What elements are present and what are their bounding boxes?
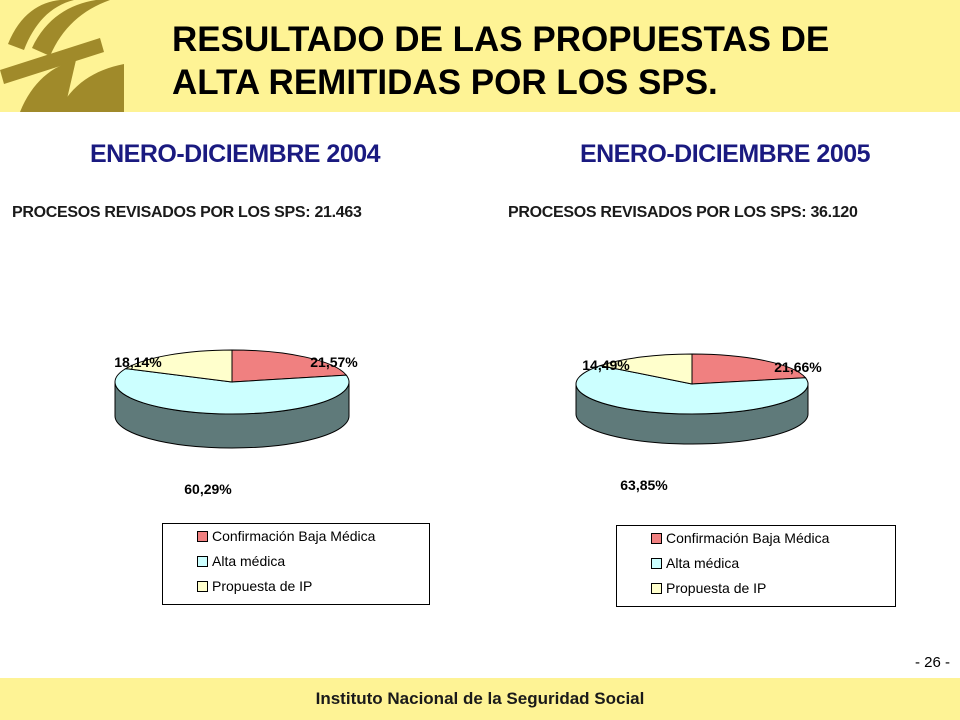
pie-chart-2004: 21,57% 60,29% 18,14% [114,349,358,497]
legend-label: Confirmación Baja Médica [212,528,376,544]
pie-slice-confirmacion [231,349,348,383]
pie-data-label-propuesta: 14,49% [582,357,630,373]
legend-label: Alta médica [212,553,286,569]
page-title-line-2: ALTA REMITIDAS POR LOS SPS. [172,63,718,102]
legend-2004: Confirmación Baja Médica Alta médica Pro… [162,523,430,605]
institution-name: Instituto Nacional de la Seguridad Socia… [315,689,645,708]
legend-item-confirmacion: Confirmación Baja Médica [651,528,829,548]
pie-data-label-alta: 63,85% [620,477,668,493]
legend-item-confirmacion: Confirmación Baja Médica [197,526,375,546]
legend-swatch-propuesta [651,582,662,594]
chart-title-2004: ENERO-DICIEMBRE 2004 [89,140,381,168]
page-number: - 26 - [914,654,950,671]
legend-label: Confirmación Baja Médica [666,530,830,546]
pie-data-label-confirmacion: 21,57% [310,354,358,370]
pie-data-label-confirmacion: 21,66% [774,359,822,375]
legend-swatch-propuesta [197,580,208,592]
legend-swatch-confirmacion [197,530,208,542]
footer-band: Instituto Nacional de la Seguridad Socia… [0,678,960,720]
legend-label: Propuesta de IP [666,580,767,596]
processed-count-2004: PROCESOS REVISADOS POR LOS SPS: 21.463 [12,204,362,221]
pie-slice-alta [575,365,809,415]
legend-swatch-confirmacion [651,532,662,544]
institutional-logo-icon [0,0,124,112]
pie-data-label-propuesta: 18,14% [114,354,162,370]
legend-swatch-alta [651,557,662,569]
legend-item-alta: Alta médica [197,551,285,571]
legend-2005: Confirmación Baja Médica Alta médica Pro… [616,525,896,607]
pie-chart-2005: 21,66% 63,85% 14,49% [575,353,822,493]
legend-item-propuesta: Propuesta de IP [651,578,766,598]
legend-label: Alta médica [666,555,740,571]
pie-slice-confirmacion [691,353,807,385]
pie-data-label-alta: 60,29% [184,481,232,497]
pie-slice-alta [114,368,350,415]
chart-title-2005: ENERO-DICIEMBRE 2005 [579,140,871,168]
legend-label: Propuesta de IP [212,578,313,594]
processed-count-2005: PROCESOS REVISADOS POR LOS SPS: 36.120 [508,204,858,221]
pie-slice-propuesta [598,353,693,385]
legend-item-alta: Alta médica [651,553,739,573]
pie-slice-propuesta [124,349,233,383]
legend-swatch-alta [197,555,208,567]
page-title: RESULTADO DE LAS PROPUESTAS DE ALTA REMI… [172,18,952,104]
header-band [0,0,960,112]
legend-item-propuesta: Propuesta de IP [197,576,312,596]
page-title-line-1: RESULTADO DE LAS PROPUESTAS DE [172,20,830,59]
